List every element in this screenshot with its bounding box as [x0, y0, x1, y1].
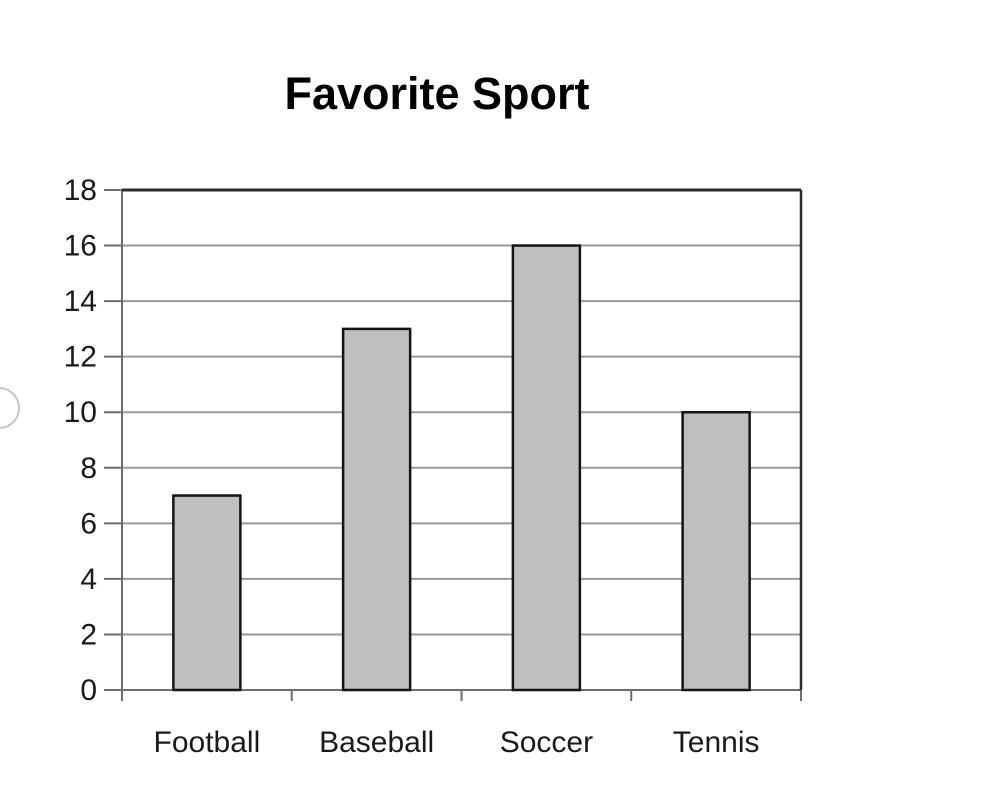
- y-tick-label: 12: [64, 341, 97, 374]
- bar-football: [172, 494, 242, 692]
- y-tick-label: 0: [80, 674, 97, 707]
- y-tick-label: 2: [80, 618, 97, 651]
- x-category-label: Football: [154, 726, 261, 759]
- x-category-label: Soccer: [500, 726, 593, 759]
- y-tick-label: 4: [80, 563, 97, 596]
- y-tick-label: 10: [64, 396, 97, 429]
- x-category-label: Tennis: [673, 726, 760, 759]
- chart-title: Favorite Sport: [284, 68, 590, 119]
- bar-tennis: [681, 410, 751, 692]
- y-tick-label: 16: [64, 230, 97, 263]
- y-tick-label: 8: [80, 452, 97, 485]
- y-tick-label: 18: [64, 174, 97, 207]
- y-tick-label: 14: [64, 285, 97, 318]
- bar-baseball: [341, 327, 412, 692]
- x-category-label: Baseball: [319, 726, 434, 759]
- bar-soccer: [511, 244, 582, 692]
- y-tick-label: 6: [80, 507, 97, 540]
